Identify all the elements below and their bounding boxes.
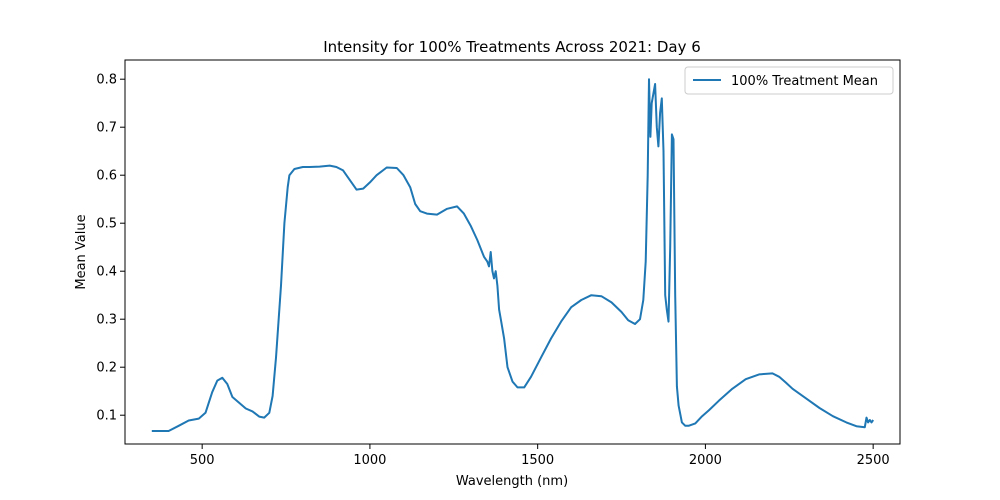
plot-area — [151, 78, 875, 432]
x-axis: 500 1000 1500 2000 2500 — [190, 444, 890, 468]
x-tick-label: 500 — [190, 453, 215, 468]
legend-label: 100% Treatment Mean — [731, 74, 878, 89]
y-tick-label: 0.2 — [96, 361, 117, 376]
y-tick-label: 0.1 — [96, 409, 117, 424]
y-tick-label: 0.5 — [96, 217, 117, 232]
y-tick-label: 0.7 — [96, 121, 117, 136]
chart-title: Intensity for 100% Treatments Across 202… — [323, 38, 701, 56]
y-tick-label: 0.8 — [96, 73, 117, 88]
y-tick-label: 0.6 — [96, 169, 117, 184]
x-axis-label: Wavelength (nm) — [456, 474, 568, 489]
x-tick-label: 2000 — [689, 453, 722, 468]
x-tick-label: 2500 — [857, 453, 890, 468]
y-axis-label: Mean Value — [74, 214, 89, 289]
y-tick-label: 0.4 — [96, 265, 117, 280]
plot-frame — [124, 59, 901, 445]
y-tick-label: 0.3 — [96, 313, 117, 328]
y-axis: 0.1 0.2 0.3 0.4 0.5 0.6 0.7 0.8 — [96, 73, 125, 424]
x-tick-label: 1000 — [353, 453, 386, 468]
series-line — [151, 78, 875, 432]
legend-box — [684, 66, 894, 95]
legend: 100% Treatment Mean — [684, 66, 894, 95]
x-tick-label: 1500 — [521, 453, 554, 468]
